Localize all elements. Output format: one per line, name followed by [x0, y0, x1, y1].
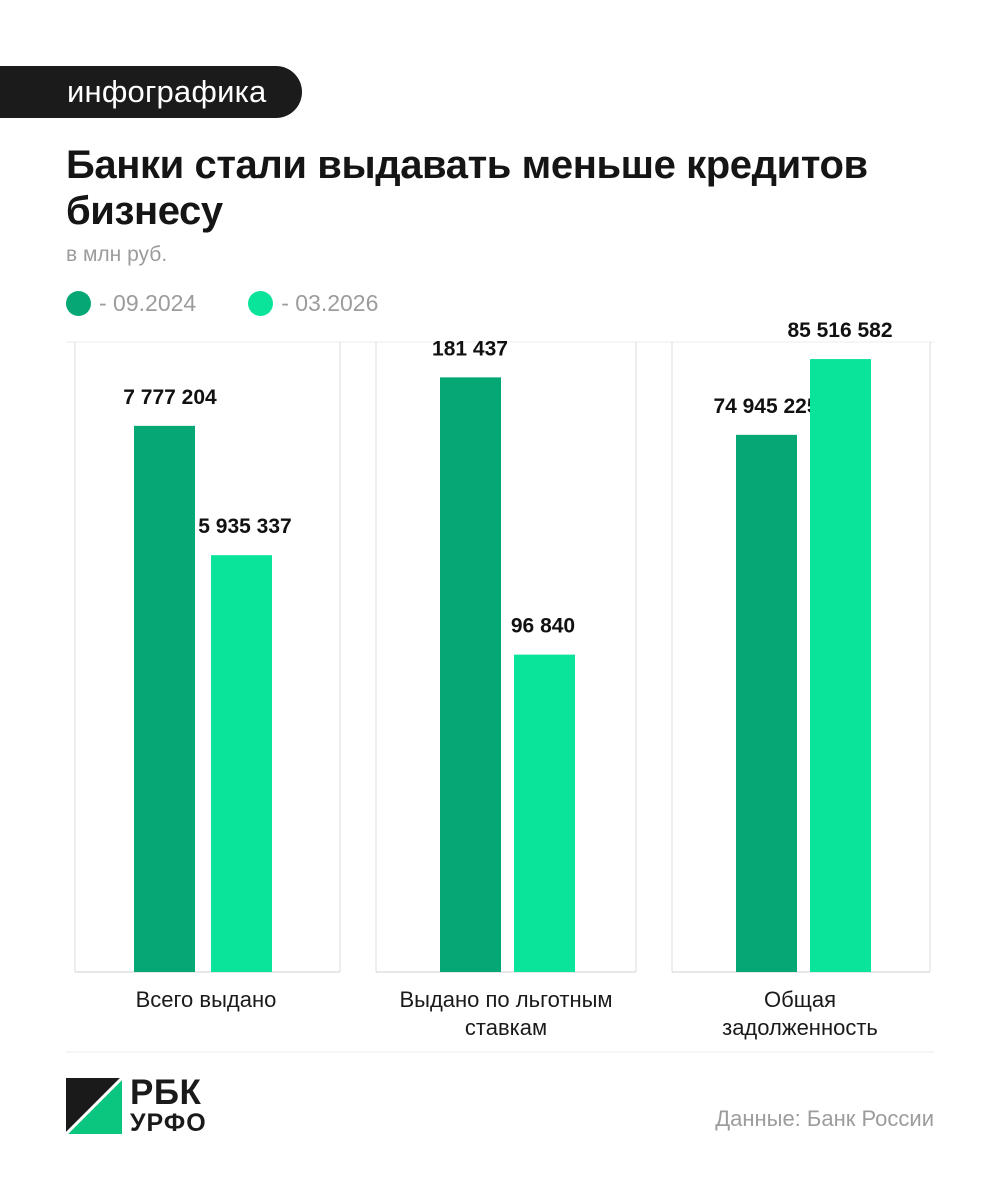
- data-source: Данные: Банк России: [715, 1106, 934, 1131]
- infographic-tag: инфографика: [0, 66, 302, 118]
- category-label-3-line-2: задолженность: [722, 1015, 878, 1040]
- legend-swatch-03-2026: [248, 291, 274, 316]
- legend: - 09.2024 - 03.2026: [66, 290, 430, 317]
- rbc-logo-mark-icon: [66, 1078, 122, 1134]
- legend-item-03-2026: - 03.2026: [248, 290, 378, 317]
- category-label-2-line-2: ставкам: [465, 1015, 547, 1040]
- data-label-3-09.2024: 74 945 225: [713, 395, 818, 418]
- legend-label-03-2026: - 03.2026: [281, 290, 379, 316]
- bar-2-03.2026: [514, 654, 575, 972]
- category-label-3-line-1: Общая: [764, 987, 836, 1012]
- bar-3-09.2024: [736, 434, 797, 972]
- bar-2-09.2024: [440, 377, 501, 973]
- legend-item-09-2024: - 09.2024: [66, 290, 196, 317]
- data-label-2-09.2024: 181 437: [432, 337, 508, 360]
- logo-text: РБК: [130, 1073, 202, 1112]
- bar-1-03.2026: [211, 555, 272, 972]
- category-label-2-line-1: Выдано по льготным: [399, 987, 612, 1012]
- legend-label-09-2024: - 09.2024: [99, 290, 197, 316]
- bar-1-09.2024: [134, 425, 195, 972]
- category-label-1-line-1: Всего выдано: [136, 987, 277, 1012]
- bar-3-03.2026: [810, 359, 871, 972]
- chart-title: Банки стали выдавать меньше кредитов биз…: [66, 143, 868, 233]
- data-label-1-09.2024: 7 777 204: [123, 386, 217, 409]
- data-label-1-03.2026: 5 935 337: [198, 515, 291, 538]
- logo-subtext: УРФО: [130, 1109, 207, 1137]
- units-label: в млн руб.: [66, 243, 168, 266]
- legend-swatch-09-2024: [66, 291, 91, 316]
- data-label-2-03.2026: 96 840: [511, 615, 575, 638]
- rbc-urfo-logo: РБК УРФО: [66, 1075, 226, 1137]
- data-label-3-03.2026: 85 516 582: [787, 319, 892, 342]
